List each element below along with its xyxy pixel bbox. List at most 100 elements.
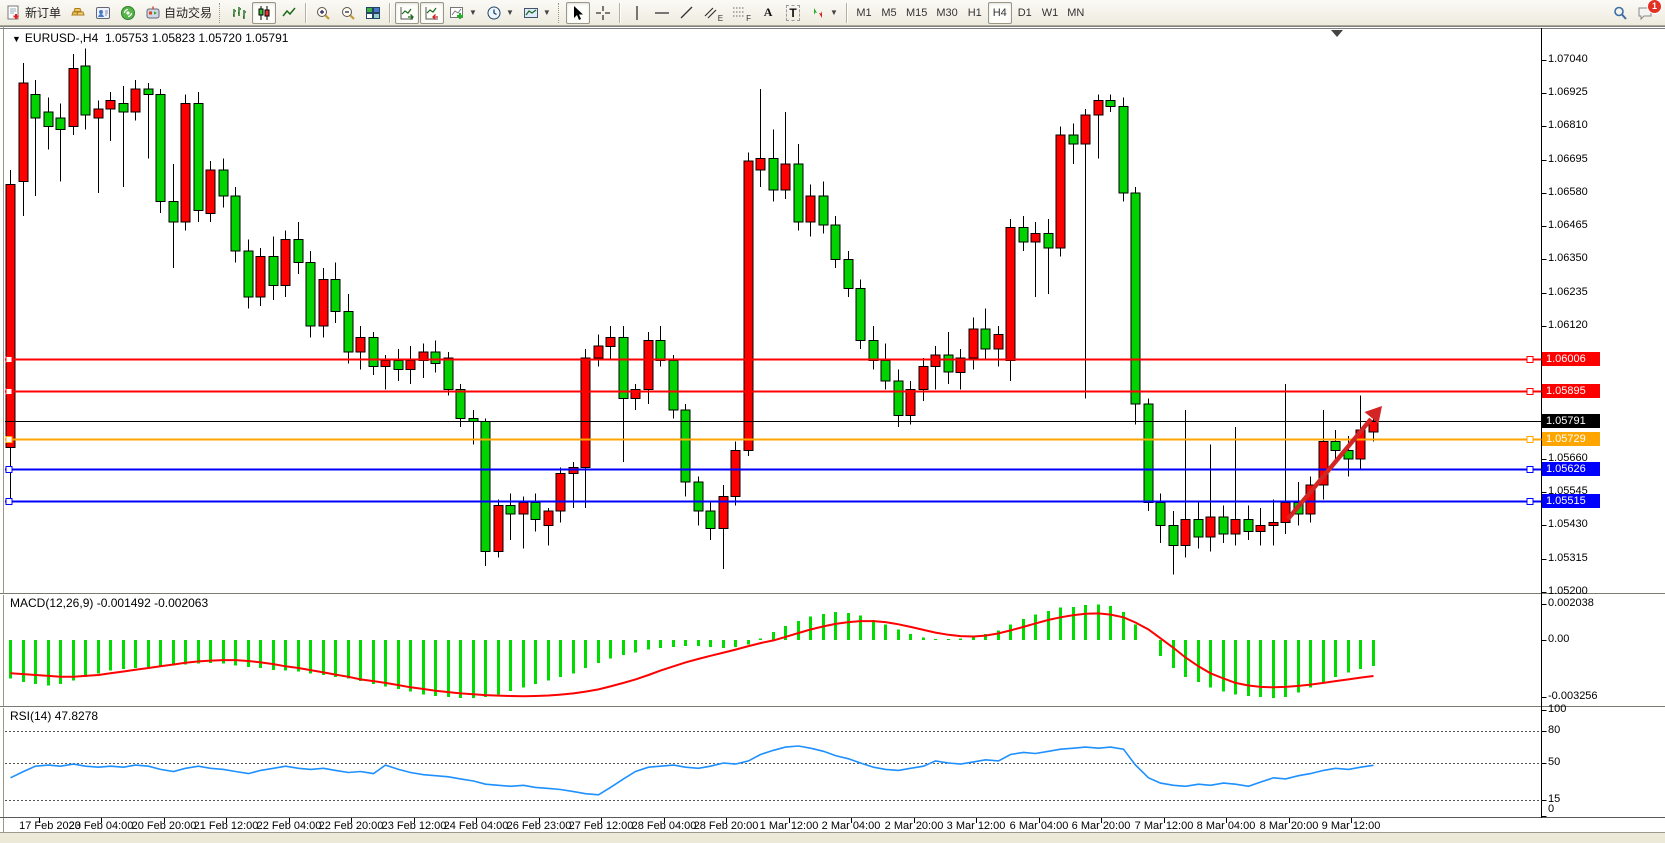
rsi-axis-label: 100	[1548, 703, 1567, 715]
bar-chart-button[interactable]	[227, 2, 251, 24]
arrows-dropdown[interactable]: ▼	[806, 2, 842, 24]
rsi-label: RSI(14) 47.8278	[10, 709, 99, 723]
chevron-down-icon: ▼	[505, 8, 514, 17]
time-axis-label: 1 Mar 12:00	[759, 820, 819, 832]
timeframe-label: MN	[1067, 6, 1085, 19]
price-line-label: 1.05626	[1542, 462, 1600, 476]
template-icon	[523, 7, 538, 18]
price-tick-label: 1.06350	[1548, 252, 1588, 264]
rsi-axis-label: 15	[1548, 793, 1561, 805]
new-order-label: 新订单	[25, 6, 62, 20]
time-axis-label: 20 Feb 04:00	[68, 820, 134, 832]
time-axis-label: 22 Feb 20:00	[318, 820, 384, 832]
timeframe-M5[interactable]: M5	[877, 2, 901, 24]
horizontal-line-tool[interactable]	[650, 2, 674, 24]
deposit-button[interactable]	[66, 2, 90, 24]
clock-icon	[487, 6, 501, 19]
text-tool-icon: A	[763, 5, 773, 19]
chevron-down-icon: ▼	[469, 8, 477, 17]
timeframe-M30[interactable]: M30	[932, 2, 961, 24]
ohlc-values: 1.05753 1.05823 1.05720 1.05791	[104, 31, 289, 45]
auto-trading-button[interactable]: 自动交易	[141, 2, 216, 24]
time-axis-label: 27 Feb 12:00	[568, 820, 634, 832]
timeframe-D1[interactable]: D1	[1013, 2, 1037, 24]
time-axis-label: 6 Mar 04:00	[1009, 820, 1069, 832]
auto-scroll-icon	[400, 6, 414, 20]
timeframe-M15[interactable]: M15	[902, 2, 931, 24]
trendline-tool[interactable]	[675, 2, 699, 24]
price-line-label: 1.05791	[1542, 414, 1600, 428]
line-chart-button[interactable]	[277, 2, 301, 24]
timeframe-label: M1	[856, 6, 872, 19]
zoom-out-button[interactable]	[336, 2, 360, 24]
toolbar-separator	[845, 2, 848, 23]
symbol-ohlc-line[interactable]: ▼ EURUSD-,H4 1.05753 1.05823 1.05720 1.05…	[12, 31, 288, 45]
price-tick-label: 1.05430	[1548, 518, 1588, 530]
timeframe-M1[interactable]: M1	[852, 2, 876, 24]
toolbar-separator	[389, 2, 392, 23]
crosshair-tool-button[interactable]	[591, 2, 615, 24]
price-tick-label: 1.06695	[1548, 153, 1588, 165]
signals-button[interactable]	[116, 2, 140, 24]
notifications-button[interactable]: 1	[1633, 0, 1662, 24]
price-tick-label: 1.06810	[1548, 119, 1588, 131]
time-axis-label: 7 Mar 12:00	[1134, 820, 1194, 832]
auto-scroll-button[interactable]	[395, 1, 420, 24]
time-axis-label: 2 Mar 04:00	[821, 820, 881, 832]
price-line-label: 1.05515	[1542, 494, 1600, 508]
time-axis-label: 9 Mar 12:00	[1321, 820, 1381, 832]
timeframe-H1[interactable]: H1	[963, 2, 987, 24]
text-tool[interactable]: A	[756, 2, 780, 24]
cursor-tool-button[interactable]	[565, 1, 590, 24]
timeframe-MN[interactable]: MN	[1063, 2, 1088, 24]
zoom-out-icon	[342, 6, 355, 20]
fibonacci-icon-label: F	[746, 13, 752, 23]
fibonacci-tool[interactable]: F	[728, 2, 755, 24]
new-order-icon	[7, 5, 19, 19]
text-label-tool[interactable]: T	[781, 2, 805, 24]
zoom-in-icon	[317, 6, 330, 20]
time-axis-label: 8 Mar 20:00	[1259, 820, 1319, 832]
channel-icon-label: E	[717, 13, 724, 23]
timeframe-label: M5	[881, 6, 897, 19]
timeframe-label: M15	[905, 6, 928, 19]
bar-chart-icon	[233, 6, 247, 19]
client-area-button[interactable]	[91, 2, 115, 24]
indicators-dropdown[interactable]: ▼	[445, 2, 481, 24]
toolbar-separator	[305, 2, 308, 23]
time-axis-label: 3 Mar 12:00	[946, 820, 1006, 832]
time-axis-label: 24 Feb 04:00	[443, 820, 509, 832]
timeframe-H4[interactable]: H4	[987, 1, 1012, 24]
add-indicator-icon	[450, 6, 464, 19]
time-axis-label: 17 Feb 2023	[19, 820, 81, 832]
tile-windows-button[interactable]	[361, 2, 385, 24]
equidistant-channel-tool[interactable]: E	[700, 2, 727, 24]
time-axis-label: 28 Feb 04:00	[631, 820, 697, 832]
chart-shift-button[interactable]	[420, 1, 445, 24]
time-axis-label: 6 Mar 20:00	[1071, 820, 1131, 832]
macd-axis-label: 0.00	[1548, 633, 1570, 645]
text-label-icon: T	[786, 4, 800, 21]
symbol-dropdown-icon[interactable]: ▼	[12, 34, 21, 44]
toolbar-separator	[618, 2, 621, 23]
timeframe-label: H1	[967, 6, 982, 19]
toolbar-grip[interactable]	[557, 2, 563, 23]
periods-dropdown[interactable]: ▼	[482, 2, 518, 24]
templates-dropdown[interactable]: ▼	[519, 2, 555, 24]
time-axis-label: 20 Feb 20:00	[131, 820, 197, 832]
price-line-label: 1.05895	[1542, 384, 1600, 398]
chart-area[interactable]	[0, 26, 1665, 833]
new-order-button[interactable]: 新订单	[2, 2, 65, 24]
price-tick-label: 1.05315	[1548, 552, 1588, 564]
price-tick-label: 1.06235	[1548, 286, 1588, 298]
vertical-line-tool[interactable]	[625, 2, 649, 24]
search-button[interactable]	[1608, 2, 1632, 24]
toolbar-grip[interactable]	[219, 2, 224, 23]
symbol-label: EURUSD-,H4	[24, 31, 99, 45]
candlestick-chart-button[interactable]	[252, 1, 277, 24]
zoom-in-button[interactable]	[311, 2, 335, 24]
crosshair-icon	[595, 5, 610, 20]
timeframe-W1[interactable]: W1	[1038, 2, 1063, 24]
price-tick-label: 1.07040	[1548, 53, 1588, 65]
time-axis-label: 23 Feb 12:00	[381, 820, 447, 832]
